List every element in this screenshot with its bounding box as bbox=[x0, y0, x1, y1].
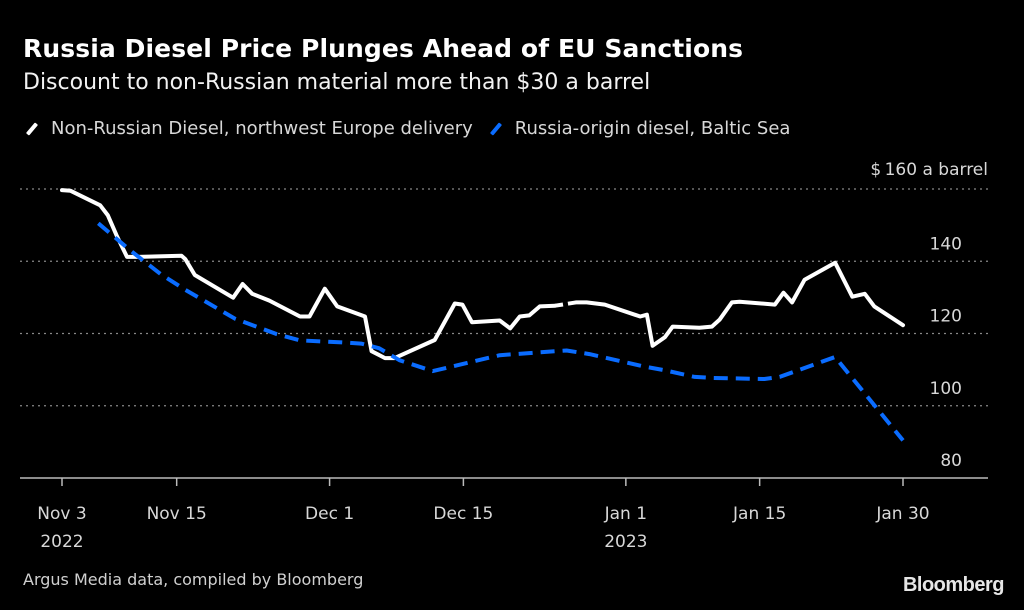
series-line-non-russian-gap bbox=[554, 300, 577, 308]
y-tick-label-80: 80 bbox=[940, 451, 962, 471]
series-line-non-russian-segment-0 bbox=[60, 188, 558, 361]
chart-title: Russia Diesel Price Plunges Ahead of EU … bbox=[23, 34, 744, 63]
source-note: Argus Media data, compiled by Bloomberg bbox=[23, 570, 364, 589]
y-tick-label-140: 140 bbox=[930, 234, 962, 254]
bloomberg-logo: Bloomberg bbox=[902, 574, 1005, 596]
legend-item-russian: Russia-origin diesel, Baltic Sea bbox=[487, 118, 791, 139]
series-russian bbox=[97, 221, 905, 442]
series-lines bbox=[60, 188, 905, 442]
x-tick-sublabel: 2023 bbox=[604, 532, 647, 552]
series-non-russian bbox=[60, 188, 905, 361]
legend-label-non-russian: Non-Russian Diesel, northwest Europe del… bbox=[51, 118, 473, 139]
x-tick-label: Jan 15 bbox=[732, 504, 786, 524]
x-tick-label: Jan 30 bbox=[875, 504, 929, 524]
x-tick-label: Jan 1 bbox=[604, 504, 647, 524]
legend-label-russian: Russia-origin diesel, Baltic Sea bbox=[514, 118, 791, 139]
x-tick-label: Dec 1 bbox=[305, 504, 354, 524]
chart-subtitle: Discount to non-Russian material more th… bbox=[23, 70, 651, 95]
y-axis: 80 100 120 140 $ 160 a barrel bbox=[870, 160, 988, 471]
x-tick-label: Nov 3 bbox=[37, 504, 86, 524]
y-tick-label-160: $ 160 a barrel bbox=[870, 160, 988, 180]
x-tick-label: Dec 15 bbox=[433, 504, 493, 524]
series-line-non-russian-segment-1 bbox=[574, 260, 905, 348]
y-tick-label-120: 120 bbox=[930, 307, 962, 327]
y-tick-label-100: 100 bbox=[930, 379, 962, 399]
x-tick-sublabel: 2022 bbox=[40, 532, 83, 552]
legend: Non-Russian Diesel, northwest Europe del… bbox=[23, 118, 804, 139]
series-line-russian bbox=[97, 221, 905, 442]
gridlines bbox=[20, 188, 988, 407]
x-tick-label: Nov 15 bbox=[147, 504, 207, 524]
legend-item-non-russian: Non-Russian Diesel, northwest Europe del… bbox=[23, 118, 473, 139]
x-axis: Nov 3 2022 Nov 15 Dec 1 Dec 15 Jan 1 2023 Jan 1… bbox=[20, 477, 988, 552]
